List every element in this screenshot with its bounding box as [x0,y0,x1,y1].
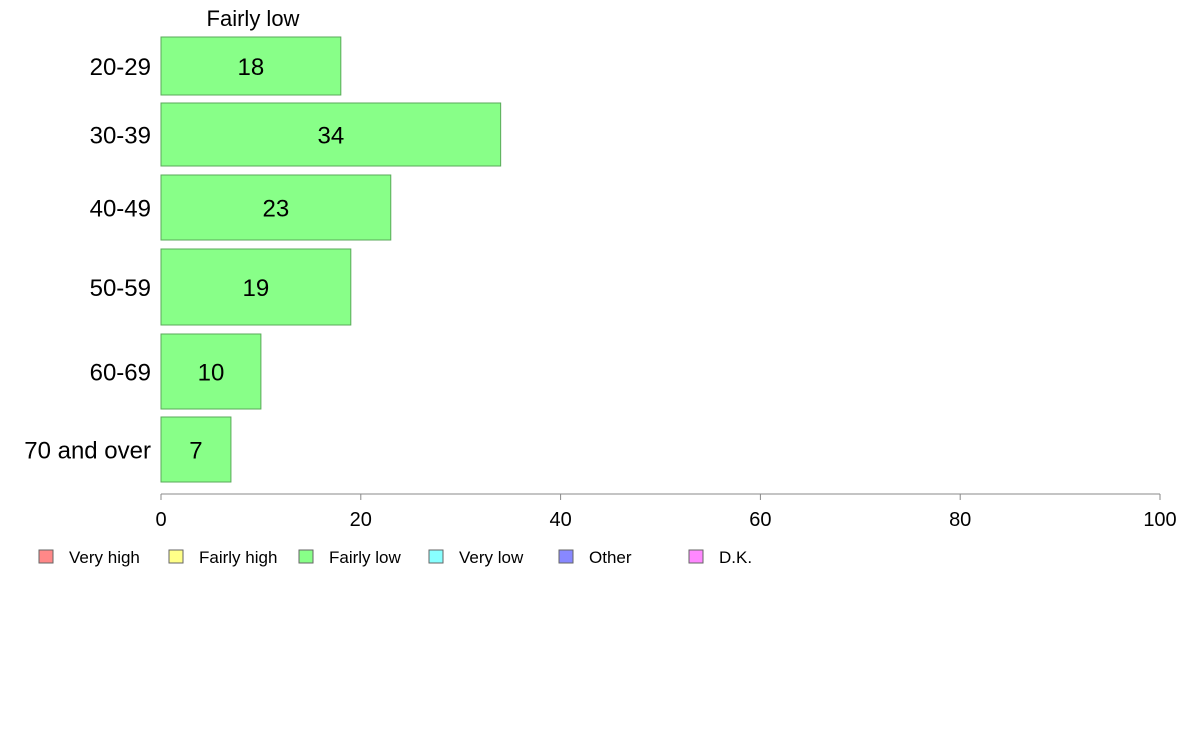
category-label: 20-29 [90,54,151,81]
bars-layer [160,36,502,483]
x-tick-label: 60 [749,509,771,531]
data-label: 7 [189,438,202,465]
category-label: 30-39 [90,123,151,150]
x-tick-label: 0 [155,509,166,531]
legend-swatch [428,549,444,564]
bar [160,36,342,96]
data-label: 10 [198,360,225,387]
category-label: 70 and over [24,438,151,465]
x-tick-label: 40 [549,509,571,531]
x-tick-label: 100 [1143,509,1176,531]
legend-swatch [168,549,184,564]
bar [160,416,232,483]
legend: Very high Fairly high Fairly low Very low Ot… [38,548,752,567]
data-label: 34 [317,123,344,150]
legend-swatch [558,549,574,564]
legend-swatch [688,549,704,564]
x-tick-label: 20 [350,509,372,531]
legend-label: Very high [69,548,140,567]
category-label: 50-59 [90,275,151,302]
bar [160,333,262,410]
labels-layer: Fairly low 20-29 18 30-39 34 40-49 23 50-59 19 60… [24,6,344,465]
data-label: 18 [238,54,265,81]
legend-label: Other [589,548,632,567]
series-title: Fairly low [207,6,300,31]
legend-label: Fairly high [199,548,277,567]
legend-label: Fairly low [329,548,402,567]
bar [160,248,352,326]
bar [160,102,502,167]
category-label: 60-69 [90,360,151,387]
bar [160,174,392,241]
legend-swatch [38,549,54,564]
legend-label: Very low [459,548,524,567]
category-label: 40-49 [90,196,151,223]
legend-label: D.K. [719,548,752,567]
x-tick-label: 80 [949,509,971,531]
data-label: 23 [263,196,290,223]
x-axis: 0 20 40 60 80 100 [155,493,1177,531]
legend-swatch [298,549,314,564]
data-label: 19 [243,275,270,302]
